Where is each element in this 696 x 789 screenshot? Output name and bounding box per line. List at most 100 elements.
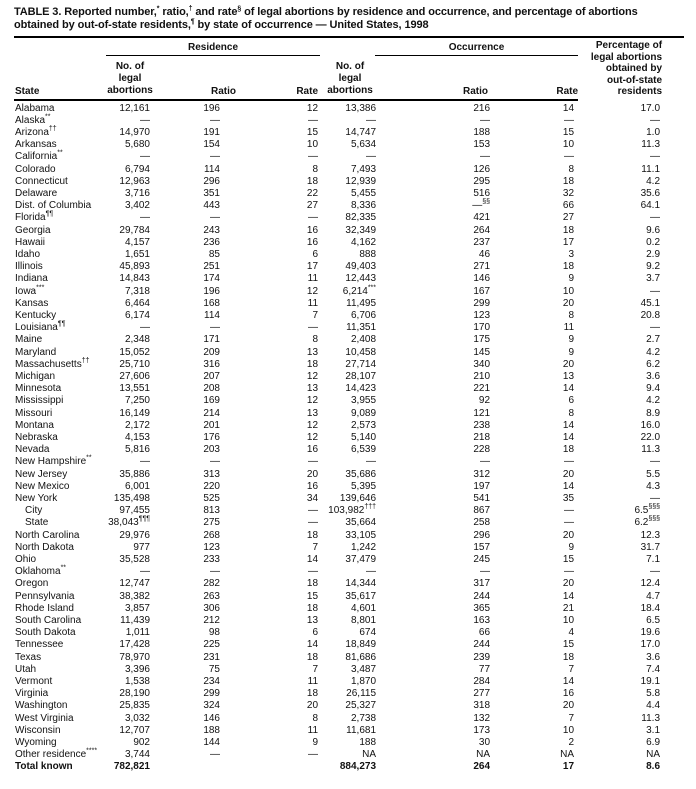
value-cell: 17,428 [119, 639, 150, 651]
value-cell: 12 [306, 431, 319, 443]
value-cell: — [308, 456, 319, 468]
value-cell: 169 [203, 395, 220, 407]
value-cell: 12 [306, 102, 319, 114]
value-cell: 4.2 [646, 346, 661, 358]
value-cell: 32,349 [345, 224, 377, 236]
value-cell: 5,680 [124, 139, 150, 151]
value-cell: 114 [204, 309, 220, 321]
value-cell: 12,747 [119, 578, 150, 590]
value-cell: 32 [562, 187, 575, 199]
state-cell: Minnesota [15, 383, 62, 395]
value-cell: 13,551 [119, 383, 150, 395]
table-row: Indiana 14,843 174 11 12,443 146 9 3.7 [14, 273, 662, 285]
value-cell: 16,149 [119, 407, 150, 419]
state-cell: Tennessee [15, 639, 64, 651]
value-cell: 12 [306, 370, 319, 382]
value-cell: 3,955 [350, 395, 377, 407]
value-cell: 121 [473, 407, 491, 419]
value-cell: 3,716 [124, 187, 150, 199]
value-cell: 238 [473, 419, 491, 431]
state-cell: Oregon [15, 578, 49, 590]
value-cell: 144 [203, 737, 220, 749]
value-cell: 11 [307, 273, 319, 285]
value-cell: 77 [478, 663, 491, 675]
value-cell: 18 [562, 175, 575, 187]
value-cell: — [564, 456, 575, 468]
value-cell: — [650, 114, 661, 126]
value-cell: 203 [203, 444, 220, 456]
state-cell: Wyoming [15, 737, 57, 749]
value-cell: 29,784 [119, 224, 150, 236]
value-cell: 7 [312, 663, 319, 675]
value-cell: 541 [473, 493, 491, 504]
value-cell: 196 [203, 102, 220, 114]
value-cell: 45.1 [640, 297, 661, 309]
value-cell: 20 [562, 578, 575, 590]
value-cell: 35,528 [119, 554, 150, 566]
state-cell: Nebraska [15, 431, 58, 443]
value-cell: 98 [208, 627, 220, 639]
group-header-occurrence: Occurrence [320, 40, 579, 56]
value-cell: 3.6 [646, 370, 661, 382]
value-cell [154, 761, 236, 773]
value-cell: 13 [306, 615, 319, 627]
value-cell: 4.4 [646, 700, 661, 712]
col-header-residence-ratio: Ratio [154, 55, 236, 101]
state-cell: Delaware [15, 187, 58, 199]
value-cell: — [650, 212, 661, 224]
value-cell: 11,439 [120, 615, 150, 627]
value-cell: 264 [473, 761, 491, 773]
value-cell: 2,738 [350, 712, 377, 724]
state-cell: Oklahoma** [15, 564, 67, 578]
table-row: Oklahoma** — — — — — — — [14, 564, 662, 578]
col-header-occurrence-rate: Rate [492, 55, 579, 101]
value-cell: 11.3 [641, 712, 661, 724]
value-cell: — [366, 566, 377, 578]
value-cell: 324 [203, 700, 220, 712]
value-cell: 2,348 [124, 334, 150, 346]
table-title: TABLE 3. Reported number,* ratio,† and r… [14, 5, 638, 31]
value-cell: 10 [562, 724, 575, 736]
value-cell: 103,982††† [328, 503, 377, 517]
value-cell: 17 [562, 236, 575, 248]
value-cell: 2 [568, 737, 575, 749]
value-cell: 18 [306, 602, 319, 614]
value-cell: 7,250 [124, 395, 150, 407]
table-row: Minnesota 13,551 208 13 14,423 221 14 9.4 [14, 383, 662, 395]
state-cell: City [25, 505, 43, 517]
table-row: Mississippi 7,250 169 12 3,955 92 6 4.2 [14, 395, 662, 407]
value-cell: 11,681 [346, 724, 377, 736]
state-cell: Hawaii [15, 236, 46, 248]
state-cell: Illinois [15, 261, 43, 273]
value-cell: 3 [568, 248, 575, 260]
state-cell: Pennsylvania [15, 590, 75, 602]
value-cell: 173 [473, 724, 491, 736]
table-row: Massachusetts†† 25,710 316 18 27,714 340 20 6.2 [14, 357, 662, 371]
value-cell: 296 [473, 529, 491, 541]
value-cell: — [650, 322, 661, 334]
value-cell: 3,402 [124, 200, 150, 212]
value-cell: 27 [562, 212, 575, 224]
value-cell: 12,443 [345, 273, 377, 285]
value-cell: 2,408 [350, 334, 377, 346]
value-cell: 12,939 [345, 175, 377, 187]
table-row: Hawaii 4,157 236 16 4,162 237 17 0.2 [14, 237, 662, 249]
value-cell: 12 [306, 395, 319, 407]
table-row: Wyoming 902 144 9 188 30 2 6.9 [14, 737, 662, 749]
value-cell: 282 [203, 578, 220, 590]
state-cell: Maryland [15, 346, 57, 358]
value-cell: 5,395 [350, 480, 377, 492]
value-cell: 29,976 [119, 529, 150, 541]
value-cell: 8,336 [350, 200, 377, 212]
value-cell: 6,174 [124, 309, 150, 321]
value-cell: 114 [204, 163, 220, 175]
value-cell: 146 [203, 712, 220, 724]
table-row: Vermont 1,538 234 11 1,870 284 14 19.1 [14, 676, 662, 688]
value-cell: 18.4 [640, 602, 661, 614]
value-cell: 1,870 [350, 676, 377, 688]
value-cell: 14 [562, 419, 575, 431]
value-cell: 163 [473, 615, 491, 627]
table-row: Connecticut 12,963 296 18 12,939 295 18 4.2 [14, 176, 662, 188]
value-cell: 20 [562, 700, 575, 712]
value-cell: 4.2 [646, 175, 661, 187]
